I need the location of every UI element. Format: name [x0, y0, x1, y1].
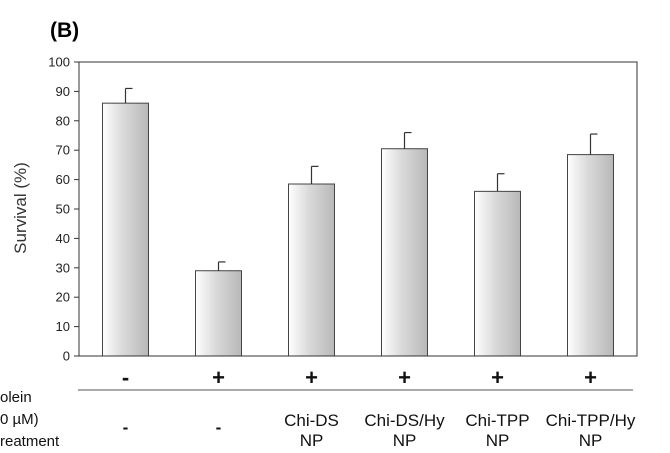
- y-tick-label: 100: [48, 55, 70, 70]
- y-tick-label: 60: [56, 172, 70, 187]
- treatment-label-5: Chi-TPP: [465, 411, 529, 430]
- row-label-concentration: 0 µM): [0, 411, 39, 428]
- treatment-label-1: -: [123, 418, 129, 437]
- treatment-label-6: Chi-TPP/Hy: [546, 411, 636, 430]
- y-tick-label: 90: [56, 84, 70, 99]
- row-label-treatment: reatment: [0, 433, 60, 450]
- y-tick-label: 50: [56, 202, 70, 217]
- y-axis-ticks: 0 10 20 30 40 50 60 70 80 90 100: [48, 55, 79, 364]
- acrolein-sign-1: -: [122, 365, 129, 390]
- treatment-label-6-line2: NP: [579, 431, 603, 450]
- y-tick-label: 70: [56, 143, 70, 158]
- bar-5: [474, 190, 521, 357]
- y-tick-label: 0: [63, 349, 70, 364]
- bar-3: [288, 183, 335, 357]
- acrolein-sign-4: +: [398, 365, 411, 390]
- bar-2: [195, 270, 242, 357]
- treatment-label-2: -: [216, 418, 222, 437]
- y-axis-label: Survival (%): [11, 162, 30, 254]
- plot-frame: [78, 61, 638, 357]
- treatment-label-5-line2: NP: [486, 431, 510, 450]
- row-label-acrolein: olein: [0, 389, 32, 406]
- bars-layer: [102, 87, 614, 357]
- y-tick-label: 80: [56, 113, 70, 128]
- bar-4: [381, 148, 428, 357]
- acrolein-sign-5: +: [491, 365, 504, 390]
- treatment-label-4: Chi-DS/Hy: [364, 411, 445, 430]
- panel-label: (B): [50, 19, 79, 42]
- treatment-label-4-line2: NP: [393, 431, 417, 450]
- treatment-label-3-line2: NP: [300, 431, 324, 450]
- y-tick-label: 10: [56, 319, 70, 334]
- y-tick-label: 20: [56, 290, 70, 305]
- y-tick-label: 30: [56, 260, 70, 275]
- bar-6: [567, 154, 614, 357]
- bar-1: [102, 102, 149, 357]
- acrolein-sign-3: +: [305, 365, 318, 390]
- acrolein-sign-6: +: [584, 365, 597, 390]
- acrolein-signs: - + + + + +: [122, 365, 597, 390]
- y-tick-label: 40: [56, 231, 70, 246]
- treatment-labels: - - Chi-DSNPChi-DS/HyNPChi-TPPNPChi-TPP/Hy…: [123, 411, 636, 450]
- acrolein-sign-2: +: [212, 365, 225, 390]
- treatment-label-3: Chi-DS: [284, 411, 339, 430]
